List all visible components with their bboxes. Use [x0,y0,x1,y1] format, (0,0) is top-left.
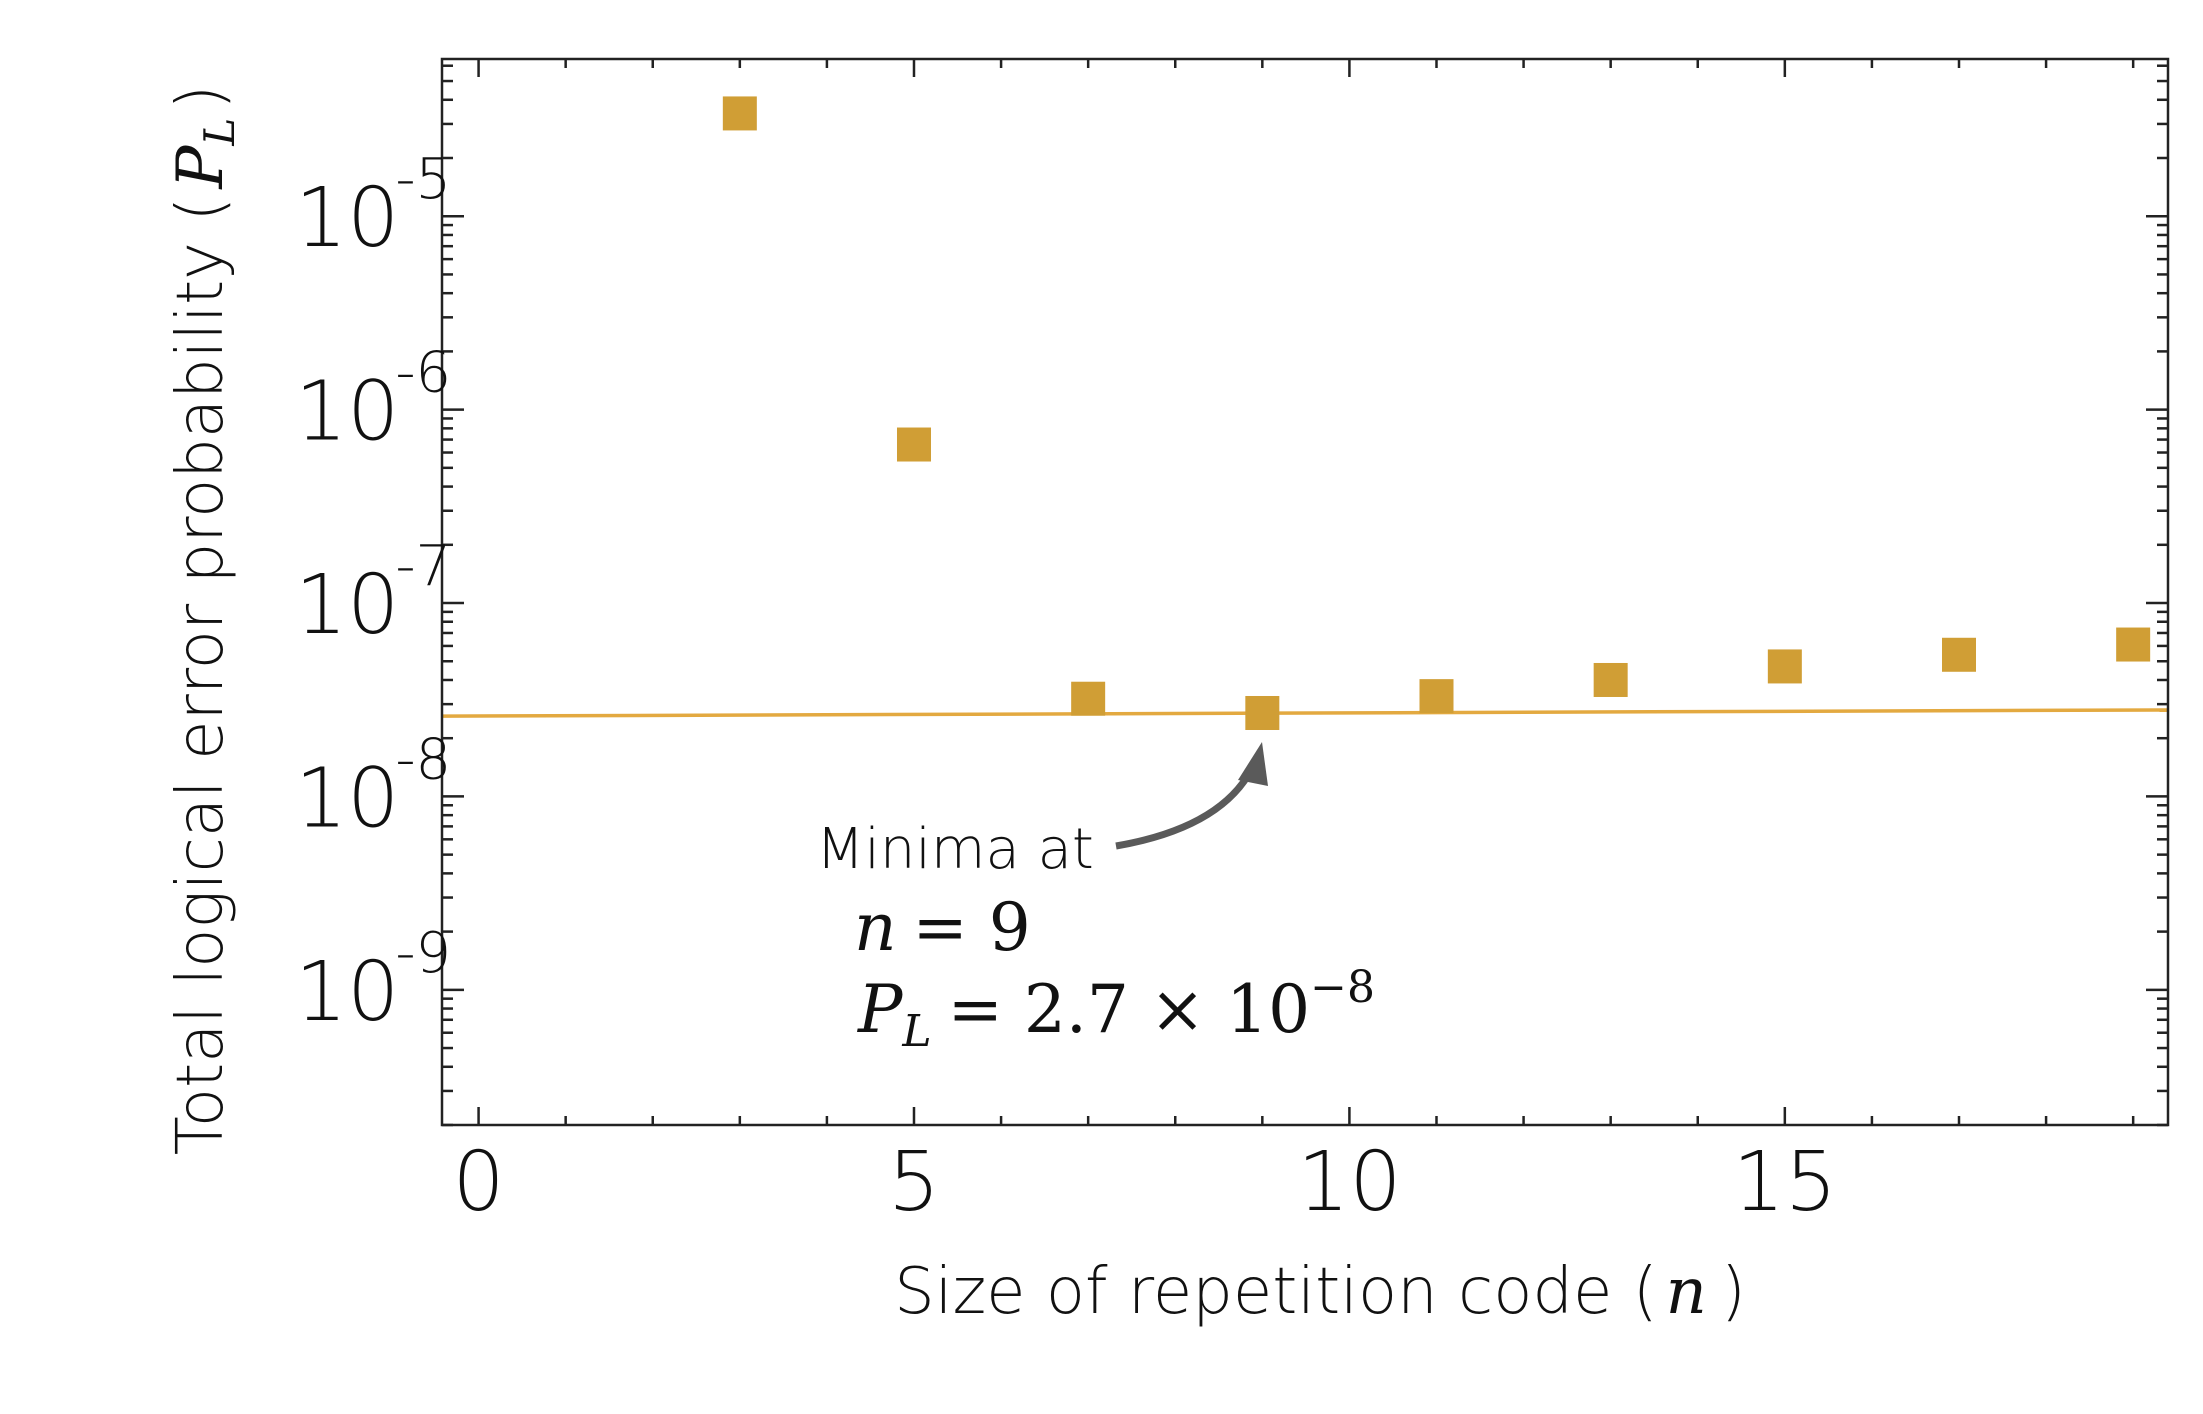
data-points [722,96,2151,730]
y-tick-label: 10-6 [295,341,451,460]
annotation: Minima at n = 9 PL = 2.7 × 10−8 [816,742,1375,1057]
data-point-n3 [722,96,757,131]
x-axis-label-close: ) [1721,1255,1746,1329]
y-tick-labels: 10-510-610-710-810-9 [295,147,451,1040]
x-tick-label: 10 [1297,1135,1401,1230]
y-tick-exponent: -7 [395,534,451,599]
data-point-n5 [896,427,931,462]
data-point-n13 [1593,662,1628,697]
y-tick-base: 10 [295,558,399,653]
x-axis-label-text: Size of repetition code ( [894,1255,1658,1329]
annotation-pl: PL = 2.7 × 10−8 [857,962,1375,1057]
y-axis-label: Total logical error probability ( PL) [164,85,244,1156]
y-axis-label-close: ) [164,85,238,110]
data-point-n19 [2116,627,2151,662]
y-tick-label: 10-5 [295,147,451,266]
y-tick-base: 10 [295,365,399,460]
annotation-n-eq: = 9 [913,889,1031,966]
annotation-pl-sub: L [901,1006,931,1057]
y-tick-base: 10 [295,945,399,1040]
data-point-n9 [1245,695,1280,730]
plot-frame [440,57,2170,1127]
data-point-n17 [1941,637,1976,672]
y-axis-label-var: P [164,145,238,190]
x-tick-labels: 0 5 10 15 [452,1135,1837,1230]
y-tick-exponent: -5 [395,147,451,212]
reference-line-group [441,708,2169,718]
y-tick-base: 10 [295,751,399,846]
y-tick-exponent: -8 [395,727,451,792]
y-tick-label: 10-9 [295,921,451,1040]
reference-line [441,708,2169,718]
x-tick-label: 15 [1733,1135,1837,1230]
y-tick-exponent: -9 [395,921,451,986]
annotation-pl-eq: = 2.7 × 10 [948,971,1310,1048]
annotation-n-var: n [854,889,897,966]
axis-ticks [442,59,2168,1127]
y-tick-label: 10-8 [295,727,451,846]
annotation-n: n = 9 [854,889,1031,966]
x-tick-label: 5 [888,1135,940,1230]
y-axis-label-sub: L [195,118,244,147]
y-tick-base: 10 [295,171,399,266]
data-point-n11 [1419,679,1454,714]
annotation-pl-exp: −8 [1310,962,1375,1013]
y-tick-label: 10-7 [295,534,451,653]
y-tick-exponent: -6 [395,341,451,406]
arrowhead-icon [1238,742,1268,786]
annotation-pl-var: P [857,971,904,1048]
x-axis-label-var: n [1666,1255,1707,1329]
x-tick-label: 0 [452,1135,504,1230]
data-point-n15 [1767,649,1802,684]
annotation-text: Minima at [816,817,1094,882]
x-axis-label: Size of repetition code (n) [894,1255,1746,1329]
y-axis-label-text: Total logical error probability ( [164,197,238,1156]
data-point-n7 [1071,681,1106,716]
